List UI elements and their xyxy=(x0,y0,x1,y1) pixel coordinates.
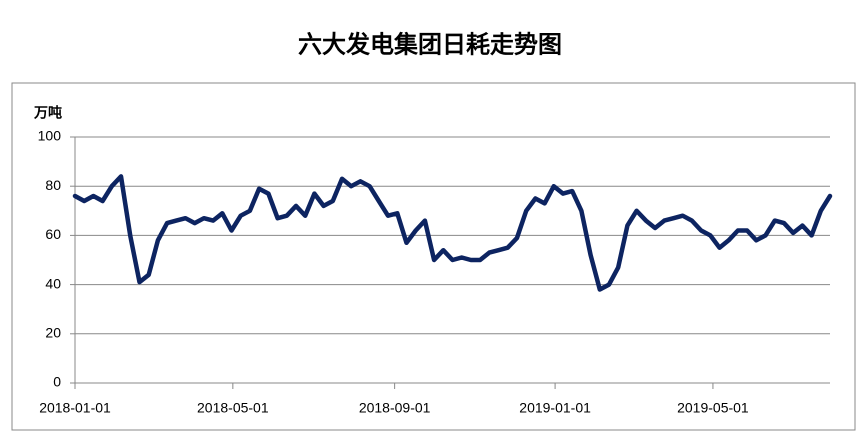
chart-title: 六大发电集团日耗走势图 xyxy=(298,30,562,58)
x-tick-label: 2018-09-01 xyxy=(359,400,431,416)
y-tick-label: 100 xyxy=(38,128,62,144)
y-tick-label: 80 xyxy=(45,177,61,193)
x-tick-label: 2018-05-01 xyxy=(197,400,269,416)
y-tick-label: 20 xyxy=(45,325,61,341)
x-tick-label: 2019-05-01 xyxy=(677,400,749,416)
y-tick-label: 60 xyxy=(45,226,61,242)
y-tick-label: 40 xyxy=(45,275,61,291)
data-line xyxy=(72,174,833,292)
x-tick-label: 2019-01-01 xyxy=(519,400,591,416)
y-axis-label: 万吨 xyxy=(33,105,62,121)
chart-frame xyxy=(11,82,856,431)
y-tick-label: 0 xyxy=(53,374,61,390)
x-tick-label: 2018-01-01 xyxy=(39,400,111,416)
